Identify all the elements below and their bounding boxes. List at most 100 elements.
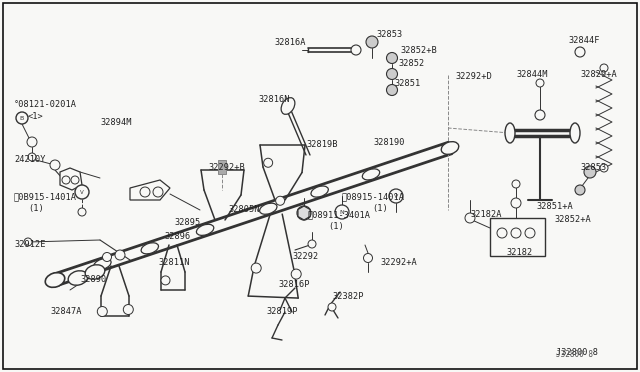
Circle shape — [153, 187, 163, 197]
Text: 32896: 32896 — [164, 232, 190, 241]
Text: Ⓟ0B915-1401A: Ⓟ0B915-1401A — [14, 192, 77, 201]
Text: 32811N: 32811N — [158, 258, 189, 267]
Circle shape — [28, 153, 36, 161]
Circle shape — [50, 160, 60, 170]
Text: V: V — [80, 189, 84, 195]
Text: Ⓟ08915-1401A: Ⓟ08915-1401A — [342, 192, 405, 201]
Text: 32852: 32852 — [398, 59, 424, 68]
Ellipse shape — [441, 142, 459, 154]
Ellipse shape — [45, 273, 65, 287]
Text: °08121-0201A: °08121-0201A — [14, 100, 77, 109]
Circle shape — [264, 158, 273, 167]
Text: 32853: 32853 — [580, 163, 606, 172]
Text: 32894M: 32894M — [100, 118, 131, 127]
Ellipse shape — [281, 97, 295, 114]
Circle shape — [62, 176, 70, 184]
Text: J32800 8: J32800 8 — [556, 350, 593, 359]
Ellipse shape — [85, 265, 105, 279]
Text: 24210Y: 24210Y — [14, 155, 45, 164]
Circle shape — [102, 253, 111, 262]
Text: 32852+A: 32852+A — [554, 215, 591, 224]
Circle shape — [575, 185, 585, 195]
Text: 32895: 32895 — [174, 218, 200, 227]
Text: J32800 8: J32800 8 — [556, 348, 598, 357]
Circle shape — [465, 213, 475, 223]
Circle shape — [364, 253, 372, 263]
Circle shape — [97, 307, 108, 317]
Circle shape — [512, 180, 520, 188]
Ellipse shape — [505, 123, 515, 143]
Circle shape — [161, 276, 170, 285]
Circle shape — [328, 303, 336, 311]
Ellipse shape — [570, 123, 580, 143]
Text: 328190: 328190 — [373, 138, 404, 147]
Circle shape — [351, 45, 361, 55]
Circle shape — [584, 166, 596, 178]
Text: 32819B: 32819B — [306, 140, 337, 149]
FancyBboxPatch shape — [490, 218, 545, 256]
Ellipse shape — [141, 243, 159, 254]
Circle shape — [511, 228, 521, 238]
Text: 32292: 32292 — [292, 252, 318, 261]
Ellipse shape — [93, 259, 111, 270]
Text: 32829+A: 32829+A — [580, 70, 617, 79]
Text: 32816A: 32816A — [275, 38, 306, 47]
Text: 32851+A: 32851+A — [536, 202, 573, 211]
Circle shape — [78, 208, 86, 216]
Text: 32816P: 32816P — [278, 280, 310, 289]
Ellipse shape — [196, 224, 214, 235]
Circle shape — [536, 79, 544, 87]
Circle shape — [16, 112, 28, 124]
Ellipse shape — [311, 186, 328, 197]
Circle shape — [366, 36, 378, 48]
Polygon shape — [60, 168, 82, 190]
Text: 32844F: 32844F — [568, 36, 600, 45]
Text: 32844M: 32844M — [516, 70, 547, 79]
Circle shape — [600, 164, 608, 172]
Circle shape — [140, 187, 150, 197]
Circle shape — [24, 238, 32, 246]
Text: 32819P: 32819P — [266, 307, 298, 316]
Text: B: B — [20, 115, 24, 121]
Text: 32847A: 32847A — [50, 307, 81, 316]
Text: <1>: <1> — [28, 112, 44, 121]
Circle shape — [600, 64, 608, 72]
Text: 32912E: 32912E — [14, 240, 45, 249]
Text: 32851: 32851 — [394, 79, 420, 88]
Circle shape — [27, 137, 37, 147]
Text: (1): (1) — [372, 204, 388, 213]
Polygon shape — [130, 180, 170, 200]
FancyBboxPatch shape — [218, 160, 226, 174]
Text: Ⓞ08911-3401A: Ⓞ08911-3401A — [308, 210, 371, 219]
Circle shape — [252, 263, 261, 273]
Circle shape — [575, 47, 585, 57]
Text: 32853: 32853 — [376, 30, 403, 39]
Circle shape — [387, 84, 397, 96]
Circle shape — [387, 52, 397, 64]
Circle shape — [291, 269, 301, 279]
Text: 32182: 32182 — [506, 248, 532, 257]
Circle shape — [115, 250, 125, 260]
Circle shape — [511, 198, 521, 208]
Ellipse shape — [260, 203, 277, 214]
Circle shape — [75, 185, 89, 199]
Circle shape — [535, 110, 545, 120]
Ellipse shape — [68, 271, 88, 285]
Ellipse shape — [362, 169, 380, 180]
Circle shape — [308, 240, 316, 248]
Circle shape — [297, 206, 311, 220]
Text: 32816N: 32816N — [258, 95, 289, 104]
Text: 32182A: 32182A — [470, 210, 502, 219]
Text: 32292+A: 32292+A — [380, 258, 417, 267]
Text: 32852+B: 32852+B — [400, 46, 436, 55]
Circle shape — [71, 176, 79, 184]
Text: (1): (1) — [28, 204, 44, 213]
Circle shape — [389, 189, 403, 203]
Text: 32805N: 32805N — [228, 205, 259, 214]
Circle shape — [276, 196, 285, 205]
Circle shape — [124, 305, 133, 314]
Circle shape — [335, 205, 349, 219]
Text: 32382P: 32382P — [332, 292, 364, 301]
Circle shape — [387, 68, 397, 80]
Text: 32890: 32890 — [80, 275, 106, 284]
